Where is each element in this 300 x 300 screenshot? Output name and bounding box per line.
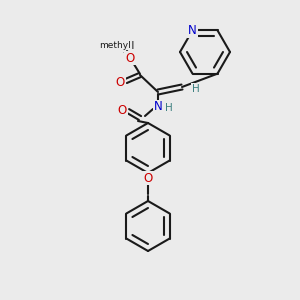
Text: O: O: [116, 76, 124, 88]
Text: N: N: [154, 100, 162, 113]
Text: O: O: [125, 52, 135, 64]
Text: methyl: methyl: [99, 40, 131, 50]
Text: O: O: [143, 172, 153, 184]
Text: H: H: [192, 84, 200, 94]
Text: H: H: [165, 103, 173, 113]
Text: O: O: [117, 104, 127, 118]
Text: N: N: [188, 24, 197, 37]
Text: methyl: methyl: [98, 41, 134, 51]
